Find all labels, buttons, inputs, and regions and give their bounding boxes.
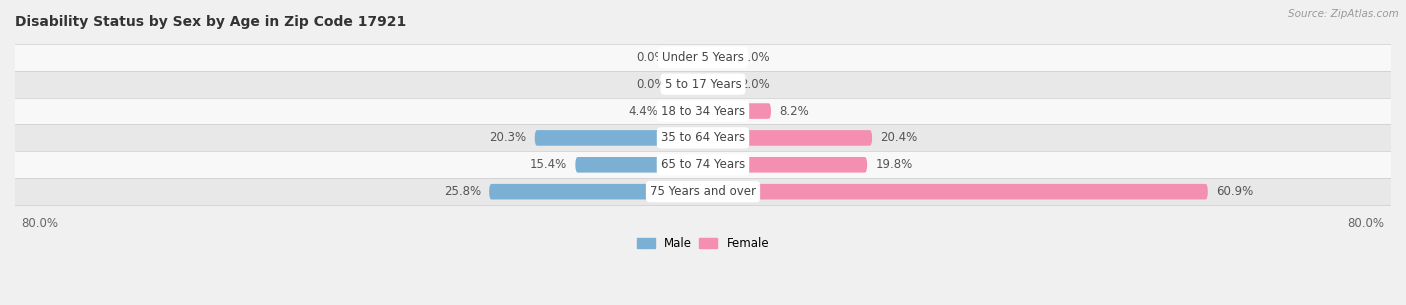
Text: 20.3%: 20.3% bbox=[489, 131, 526, 145]
Legend: Male, Female: Male, Female bbox=[633, 232, 773, 255]
FancyBboxPatch shape bbox=[673, 76, 703, 92]
Text: 60.9%: 60.9% bbox=[1216, 185, 1253, 198]
Bar bbox=[15, 44, 1391, 71]
Text: 4.4%: 4.4% bbox=[628, 105, 658, 117]
Text: 75 Years and over: 75 Years and over bbox=[650, 185, 756, 198]
FancyBboxPatch shape bbox=[489, 184, 703, 199]
Bar bbox=[15, 124, 1391, 151]
Text: 15.4%: 15.4% bbox=[530, 158, 567, 171]
Text: 20.4%: 20.4% bbox=[880, 131, 918, 145]
FancyBboxPatch shape bbox=[673, 49, 703, 65]
Text: 18 to 34 Years: 18 to 34 Years bbox=[661, 105, 745, 117]
FancyBboxPatch shape bbox=[703, 157, 868, 173]
Text: 0.0%: 0.0% bbox=[636, 78, 665, 91]
Bar bbox=[15, 71, 1391, 98]
Text: Under 5 Years: Under 5 Years bbox=[662, 51, 744, 64]
FancyBboxPatch shape bbox=[666, 103, 703, 119]
Text: 5 to 17 Years: 5 to 17 Years bbox=[665, 78, 741, 91]
Text: Source: ZipAtlas.com: Source: ZipAtlas.com bbox=[1288, 9, 1399, 19]
FancyBboxPatch shape bbox=[703, 76, 733, 92]
FancyBboxPatch shape bbox=[703, 130, 872, 146]
FancyBboxPatch shape bbox=[703, 103, 770, 119]
FancyBboxPatch shape bbox=[534, 130, 703, 146]
FancyBboxPatch shape bbox=[703, 49, 733, 65]
Text: 65 to 74 Years: 65 to 74 Years bbox=[661, 158, 745, 171]
Text: 19.8%: 19.8% bbox=[876, 158, 912, 171]
FancyBboxPatch shape bbox=[703, 184, 1208, 199]
Text: 8.2%: 8.2% bbox=[779, 105, 808, 117]
Text: Disability Status by Sex by Age in Zip Code 17921: Disability Status by Sex by Age in Zip C… bbox=[15, 15, 406, 29]
Text: 35 to 64 Years: 35 to 64 Years bbox=[661, 131, 745, 145]
Text: 2.0%: 2.0% bbox=[741, 78, 770, 91]
Text: 0.0%: 0.0% bbox=[741, 51, 770, 64]
Text: 25.8%: 25.8% bbox=[444, 185, 481, 198]
FancyBboxPatch shape bbox=[575, 157, 703, 173]
Bar bbox=[15, 151, 1391, 178]
Bar bbox=[15, 178, 1391, 205]
Text: 0.0%: 0.0% bbox=[636, 51, 665, 64]
Bar bbox=[15, 98, 1391, 124]
